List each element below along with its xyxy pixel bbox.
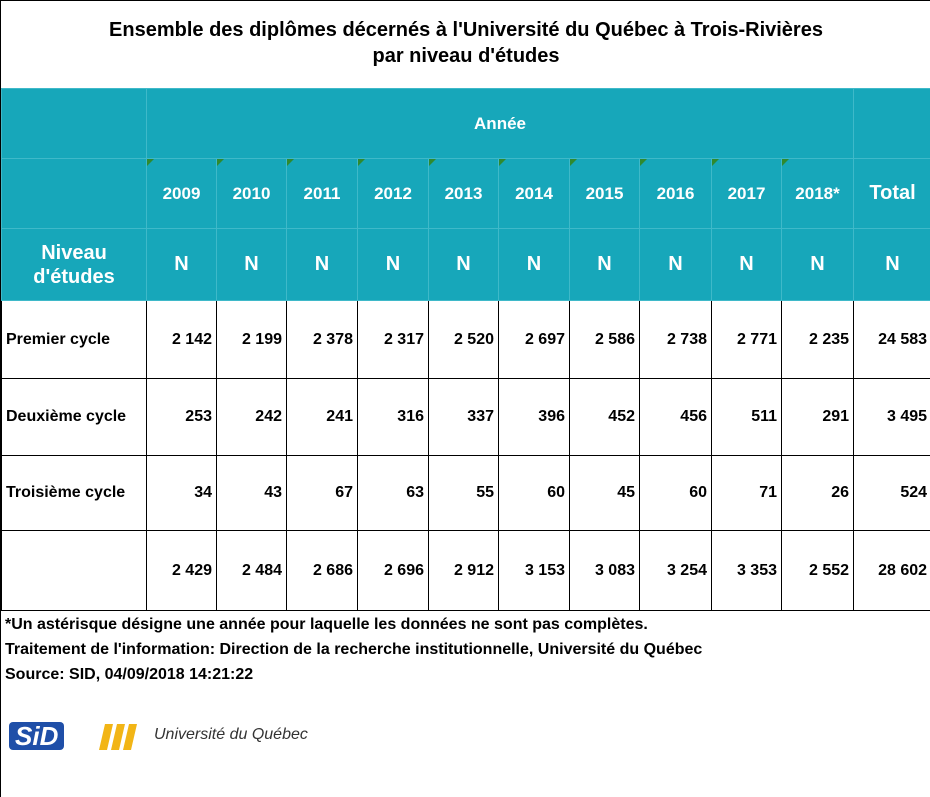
cell: 241 xyxy=(286,378,358,456)
cell: 2 738 xyxy=(639,300,712,379)
notes: *Un astérisque désigne une année pour la… xyxy=(5,612,905,687)
cell: 2 697 xyxy=(498,300,570,379)
cell: 26 xyxy=(780,455,855,531)
year-header: 2014 xyxy=(498,158,570,229)
title-line: Ensemble des diplômes décernés à l'Unive… xyxy=(109,19,823,41)
year-header: 2016 xyxy=(639,158,712,229)
logo: SiD Université du Québec xyxy=(9,722,409,762)
cell: 71 xyxy=(711,455,782,531)
year-header: 2015 xyxy=(569,158,640,229)
table-row: Troisième cycle 34 43 67 63 55 60 45 60 71 26 524 xyxy=(1,455,930,531)
title-line: par niveau d'études xyxy=(372,45,560,67)
cell: 291 xyxy=(780,378,855,456)
row-label: Deuxième cycle xyxy=(1,378,147,456)
year-header: 2012 xyxy=(357,158,429,229)
n-label: N xyxy=(286,228,358,301)
n-label: N xyxy=(853,228,930,301)
cell: 34 xyxy=(146,455,217,531)
logo-sid: SiD xyxy=(9,722,65,750)
total-cell: 3 153 xyxy=(498,530,570,611)
total-cell: 2 552 xyxy=(780,530,855,611)
header-cell xyxy=(1,88,147,159)
total-cell: 2 484 xyxy=(216,530,287,611)
row-header: Niveau d'études xyxy=(1,228,147,301)
n-label: N xyxy=(498,228,570,301)
cell: 2 317 xyxy=(357,300,429,379)
cell: 3 495 xyxy=(853,378,930,456)
total-cell: 3 083 xyxy=(569,530,640,611)
table-row: Deuxième cycle 253 242 241 316 337 396 452 456 51… xyxy=(1,378,930,456)
n-label: N xyxy=(216,228,287,301)
cell: 456 xyxy=(639,378,712,456)
cell: 55 xyxy=(428,455,499,531)
table: Année 2009 2010 2011 2012 2013 2014 2015 2016 201… xyxy=(1,88,930,611)
year-header: 2018* xyxy=(780,158,855,229)
cell: 253 xyxy=(146,378,217,456)
n-label: N xyxy=(711,228,782,301)
cell: 242 xyxy=(216,378,287,456)
row-label: Troisième cycle xyxy=(1,455,147,531)
total-cell: 2 696 xyxy=(357,530,429,611)
header-cell xyxy=(853,88,930,159)
title: Ensemble des diplômes décernés à l'Unive… xyxy=(1,0,930,88)
cell: 63 xyxy=(357,455,429,531)
header-cell xyxy=(1,158,147,229)
cell: 2 142 xyxy=(146,300,217,379)
total-header: Total xyxy=(853,158,930,229)
cell: 2 235 xyxy=(780,300,855,379)
cell: 511 xyxy=(711,378,782,456)
year-header: 2010 xyxy=(216,158,287,229)
cell: 452 xyxy=(569,378,640,456)
row-label xyxy=(1,530,147,611)
cell: 524 xyxy=(853,455,930,531)
note: *Un astérisque désigne une année pour la… xyxy=(5,616,648,633)
n-label: N xyxy=(569,228,640,301)
cell: 45 xyxy=(569,455,640,531)
cell: 2 378 xyxy=(286,300,358,379)
total-cell: 28 602 xyxy=(853,530,930,611)
cell: 67 xyxy=(286,455,358,531)
n-label: N xyxy=(146,228,217,301)
note: Source: SID, 04/09/2018 14:21:22 xyxy=(5,666,254,683)
logo-mark xyxy=(99,724,137,750)
n-label: N xyxy=(428,228,499,301)
year-header: 2009 xyxy=(146,158,217,229)
cell: 2 586 xyxy=(569,300,640,379)
cell: 60 xyxy=(639,455,712,531)
total-cell: 2 429 xyxy=(146,530,217,611)
table-row: Premier cycle 2 142 2 199 2 378 2 317 2 520 2 … xyxy=(1,300,930,379)
cell: 396 xyxy=(498,378,570,456)
cell: 2 199 xyxy=(216,300,287,379)
n-label: N xyxy=(357,228,429,301)
cell: 2 520 xyxy=(428,300,499,379)
group-header: Année xyxy=(145,88,855,159)
total-cell: 2 686 xyxy=(286,530,358,611)
cell: 43 xyxy=(216,455,287,531)
year-header: 2017 xyxy=(711,158,782,229)
cell: 2 771 xyxy=(711,300,782,379)
year-header: 2013 xyxy=(428,158,499,229)
total-cell: 2 912 xyxy=(428,530,499,611)
table-row: 2 429 2 484 2 686 2 696 2 912 3 153 3 083 3 254… xyxy=(1,530,930,611)
table-row: Année xyxy=(1,88,930,159)
n-label: N xyxy=(639,228,712,301)
total-cell: 3 254 xyxy=(639,530,712,611)
table-row: Niveau d'études N N N N N N N N N N N xyxy=(1,228,930,301)
total-cell: 3 353 xyxy=(711,530,782,611)
note: Traitement de l'information: Direction d… xyxy=(5,641,703,658)
year-header: 2011 xyxy=(286,158,358,229)
logo-text: Université du Québec xyxy=(154,726,308,743)
cell: 24 583 xyxy=(853,300,930,379)
table-row: 2009 2010 2011 2012 2013 2014 2015 2016 2017 2018… xyxy=(1,158,930,229)
row-label: Premier cycle xyxy=(1,300,147,379)
cell: 60 xyxy=(498,455,570,531)
cell: 316 xyxy=(357,378,429,456)
cell: 337 xyxy=(428,378,499,456)
n-label: N xyxy=(780,228,855,301)
